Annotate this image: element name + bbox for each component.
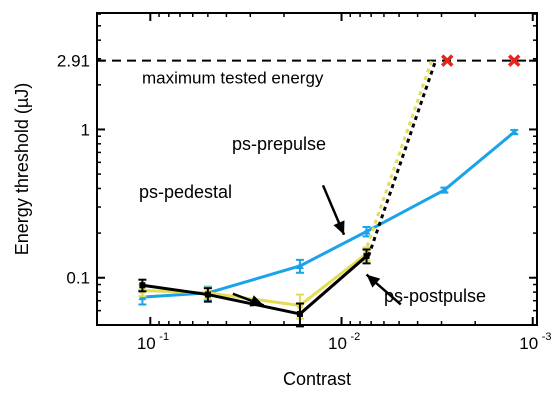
data-point-ps-postpulse (139, 282, 146, 289)
series-line-dotted-ps-pedestal (363, 60, 434, 255)
reference-line-group: maximum tested energy (97, 59, 537, 88)
y-axis-label: Energy threshold (µJ) (12, 83, 32, 255)
annotation-group: ps-prepulse ps-pedestal ps-postpulse (139, 134, 486, 307)
annotation-arrow-head (249, 295, 264, 307)
x-tick-base: 10 (519, 334, 538, 353)
annotation-arrow-head (333, 220, 345, 235)
data-point-ps-postpulse (296, 310, 303, 317)
reference-line-label: maximum tested energy (142, 69, 324, 88)
y-tick-label: 2.91 (57, 52, 90, 71)
series-line-ps-prepulse (142, 130, 516, 299)
data-point-ps-postpulse (363, 253, 370, 260)
y-tick-label: 1 (81, 120, 90, 139)
data-point-ps-prepulse (440, 186, 449, 194)
annotation-label: ps-postpulse (384, 286, 486, 306)
x-tick-label: 10 -2 (328, 331, 360, 353)
limit-marker-stroke (507, 54, 521, 67)
x-tick-exp: -3 (542, 331, 552, 343)
plot-frame (96, 12, 538, 326)
limit-marker (507, 54, 521, 67)
series-line-dotted-ps-postpulse (367, 60, 438, 257)
data-point-ps-prepulse (362, 227, 371, 235)
x-tick-label: 10 -3 (519, 331, 551, 353)
annotation-label: ps-pedestal (139, 182, 232, 202)
x-tick-exp: -1 (159, 331, 169, 343)
x-tick-base: 10 (137, 334, 156, 353)
annotation-ps-prepulse: ps-prepulse (232, 134, 346, 236)
x-tick-base: 10 (328, 334, 347, 353)
limit-marker-stroke (440, 54, 454, 67)
annotation-ps-pedestal: ps-pedestal (139, 182, 265, 307)
limit-marker-group (440, 54, 521, 67)
series-ps-prepulse (138, 128, 519, 306)
y-tick-label: 0.1 (66, 269, 90, 288)
annotation-arrow-head (366, 274, 381, 288)
x-tick-exp: -2 (351, 331, 361, 343)
x-tick-label: 10 -1 (137, 331, 169, 353)
series-group (138, 60, 519, 328)
annotation-label: ps-prepulse (232, 134, 326, 154)
data-point-ps-postpulse (204, 291, 211, 298)
x-axis-label: Contrast (283, 369, 351, 389)
plot-area (96, 12, 538, 326)
data-point-ps-prepulse (510, 128, 519, 136)
annotation-ps-postpulse: ps-postpulse (365, 273, 486, 306)
data-point-ps-prepulse (295, 261, 304, 269)
limit-marker (440, 54, 454, 67)
